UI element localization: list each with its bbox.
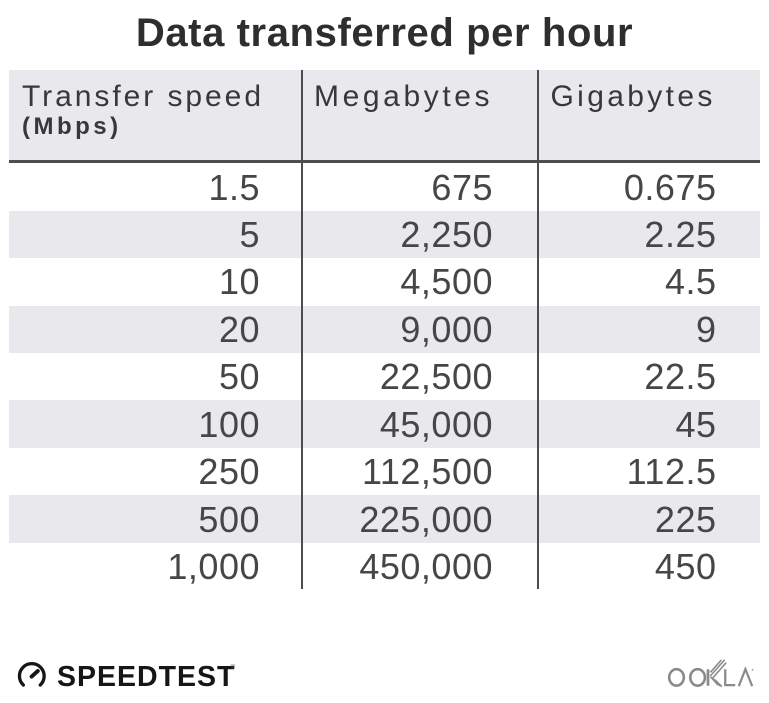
- svg-text:®: ®: [230, 663, 235, 671]
- svg-text:SPEEDTEST: SPEEDTEST: [57, 661, 235, 693]
